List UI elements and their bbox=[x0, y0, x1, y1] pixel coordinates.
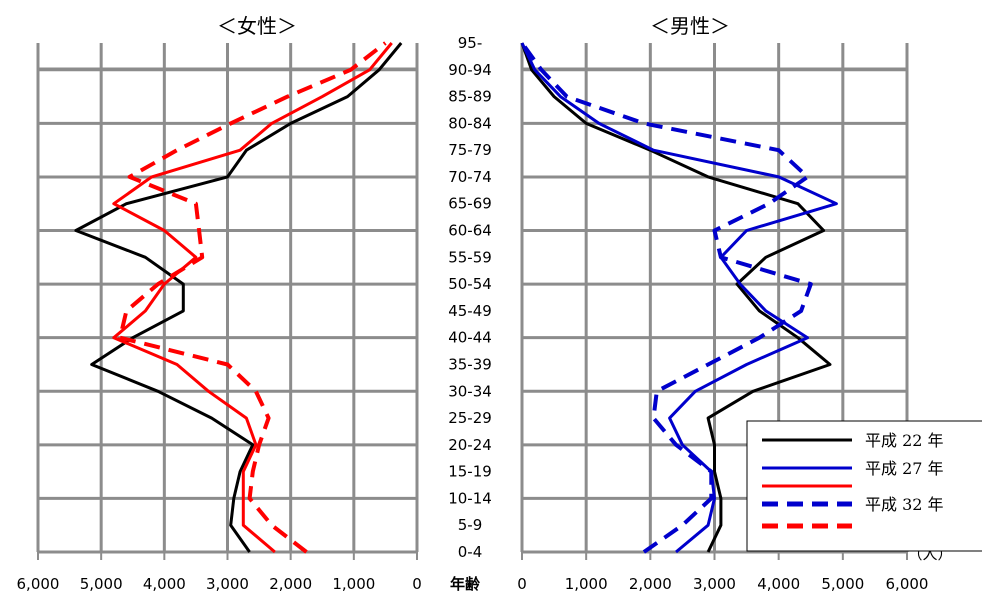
legend-label-h22: 平成 22 年 bbox=[865, 431, 944, 450]
age-group-label: 65-69 bbox=[448, 195, 492, 213]
age-group-label: 75-79 bbox=[448, 141, 492, 159]
female-x-tick-label: 6,000 bbox=[17, 575, 60, 593]
male-series-line-0 bbox=[520, 42, 832, 553]
female-x-tick-label: 4,000 bbox=[143, 575, 186, 593]
age-group-label: 30-34 bbox=[448, 382, 492, 400]
female-grid bbox=[36, 43, 419, 560]
age-group-label: 40-44 bbox=[448, 329, 492, 347]
male-x-tick-label: 3,000 bbox=[693, 575, 736, 593]
male-series bbox=[520, 41, 838, 554]
age-group-label: 55-59 bbox=[448, 248, 492, 266]
female-series-line-2 bbox=[118, 41, 387, 554]
female-x-tick-label: 2,000 bbox=[269, 575, 312, 593]
age-group-label: 80-84 bbox=[448, 114, 492, 132]
age-group-label: 90-94 bbox=[448, 61, 492, 79]
age-group-label: 60-64 bbox=[448, 222, 492, 240]
age-group-label: 0-4 bbox=[458, 543, 483, 561]
female-series-line-0 bbox=[74, 42, 403, 553]
male-x-tick-label: 6,000 bbox=[886, 575, 929, 593]
male-series-line-1 bbox=[520, 42, 838, 554]
age-group-labels: 0-4 5-9 10-14 15-19 20-24 25-29 30-34 35-39 40-4… bbox=[448, 34, 492, 561]
female-series bbox=[74, 41, 403, 554]
age-group-label: 25-29 bbox=[448, 409, 492, 427]
age-group-label: 15-19 bbox=[448, 463, 492, 481]
female-series-line-1 bbox=[112, 42, 393, 554]
age-group-label: 10-14 bbox=[448, 489, 492, 507]
age-axis-label: 年齢 bbox=[450, 575, 481, 593]
age-group-label: 95- bbox=[458, 34, 483, 52]
male-x-tick-label: 4,000 bbox=[757, 575, 800, 593]
female-x-ticks: 6,000 5,000 4,000 3,000 2,000 1,000 0 bbox=[17, 575, 422, 593]
age-group-label: 70-74 bbox=[448, 168, 492, 186]
female-x-tick-label: 5,000 bbox=[80, 575, 123, 593]
male-x-tick-label: 5,000 bbox=[821, 575, 864, 593]
age-group-label: 50-54 bbox=[448, 275, 492, 293]
male-x-tick-label: 2,000 bbox=[629, 575, 672, 593]
legend: 平成 22 年 平成 27 年 平成 32 年 bbox=[746, 420, 982, 552]
age-group-label: 20-24 bbox=[448, 436, 492, 454]
male-x-ticks: 0 1,000 2,000 3,000 4,000 5,000 6,000 bbox=[517, 575, 928, 593]
age-group-label: 35-39 bbox=[448, 355, 492, 373]
legend-label-h27: 平成 27 年 bbox=[865, 459, 944, 478]
age-group-label: 85-89 bbox=[448, 88, 492, 106]
female-x-tick-label: 3,000 bbox=[206, 575, 249, 593]
female-x-tick-label: 1,000 bbox=[332, 575, 375, 593]
age-group-label: 5-9 bbox=[458, 516, 483, 534]
male-title: ＜男性＞ bbox=[650, 14, 730, 38]
age-group-label: 45-49 bbox=[448, 302, 492, 320]
legend-label-h32: 平成 32 年 bbox=[865, 495, 944, 514]
male-x-tick-label: 0 bbox=[517, 575, 527, 593]
female-title: ＜女性＞ bbox=[217, 14, 297, 38]
female-x-tick-label: 0 bbox=[412, 575, 422, 593]
male-x-tick-label: 1,000 bbox=[565, 575, 608, 593]
